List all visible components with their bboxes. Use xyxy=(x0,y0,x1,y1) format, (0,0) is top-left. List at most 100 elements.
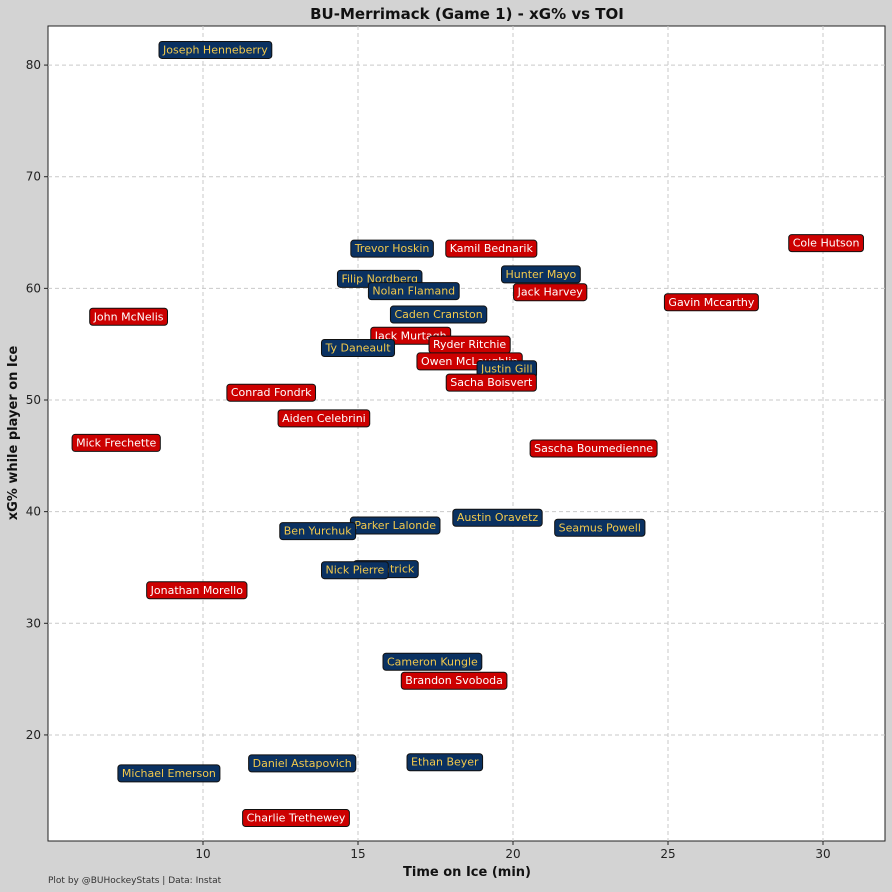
player-point: Ethan Beyer xyxy=(406,753,484,772)
player-label-box xyxy=(663,293,759,312)
player-label: Trevor Hoskin xyxy=(354,242,430,255)
data-points: Joseph Henneberry Cole Hutson Trevor Hoski… xyxy=(71,40,864,828)
player-label-box xyxy=(529,439,658,458)
player-label-box xyxy=(146,581,248,600)
player-label: Justin Gill xyxy=(480,363,532,376)
player-label-box xyxy=(320,339,396,358)
player-label-box xyxy=(158,40,273,59)
x-axis-label: Time on Ice (min) xyxy=(403,865,531,880)
player-label: Ryder Ritchie xyxy=(433,338,506,351)
player-label: Conrad Fondrk xyxy=(231,386,312,399)
player-point: Aiden Celebrini xyxy=(277,409,371,428)
player-label: Ty Daneault xyxy=(324,342,391,355)
player-label: Parker Lalonde xyxy=(354,519,436,532)
x-axis-ticks: 10 15 20 25 30 xyxy=(195,841,831,861)
player-point: Sascha Boumedienne xyxy=(529,439,658,458)
player-label: John McNelis xyxy=(93,310,164,323)
y-axis-ticks: 20 30 40 50 60 70 80 xyxy=(26,58,48,742)
player-point: Daniel Astapovich xyxy=(248,754,357,773)
player-label: Nick Pierre xyxy=(326,564,385,577)
player-point: Trevor Hoskin xyxy=(350,239,434,258)
player-label: Nolan Flamand xyxy=(372,285,455,298)
x-tick-label: 30 xyxy=(815,847,830,861)
player-point: Mick Frechette xyxy=(71,433,161,452)
player-label: Michael Emerson xyxy=(122,767,216,780)
player-point: Austin Oravetz xyxy=(452,508,543,527)
player-label-box xyxy=(400,671,508,690)
player-label: Aiden Celebrini xyxy=(282,412,366,425)
player-label: Jack Murtagh xyxy=(374,329,447,342)
player-label: Joseph Henneberry xyxy=(162,43,268,56)
player-label-box xyxy=(277,409,371,428)
player-point: Seamus Powell xyxy=(554,518,646,537)
player-label-box xyxy=(389,305,488,324)
player-point: Caden Cranston xyxy=(389,305,488,324)
player-label: Seamus Powell xyxy=(559,521,641,534)
x-tick-label: 20 xyxy=(505,847,520,861)
chart-title: BU-Merrimack (Game 1) - xG% vs TOI xyxy=(310,5,624,23)
player-label-box xyxy=(406,753,484,772)
player-label-box xyxy=(501,265,581,284)
player-label-box xyxy=(554,518,646,537)
player-point: Nolan Flamand xyxy=(367,282,460,301)
player-point: Joseph Henneberry xyxy=(158,40,273,59)
y-tick-label: 20 xyxy=(26,728,41,742)
player-label-box xyxy=(788,234,864,253)
player-label-box xyxy=(242,809,350,828)
player-label: Austin Oravetz xyxy=(457,511,539,524)
player-point: Nick Pierre xyxy=(321,561,389,580)
player-label-box xyxy=(117,764,221,783)
y-tick-label: 40 xyxy=(26,505,41,519)
player-point: Justin Gill xyxy=(476,360,538,379)
player-point: Sacha Boisvert xyxy=(445,373,537,392)
x-tick-label: 25 xyxy=(660,847,675,861)
y-tick-label: 70 xyxy=(26,170,41,184)
player-label: Jonathan Morello xyxy=(150,584,244,597)
player-label-box xyxy=(513,283,588,302)
player-label: Cameron Kungle xyxy=(387,655,478,668)
player-label: Jack Harvey xyxy=(517,286,584,299)
player-point: Jonathan Morello xyxy=(146,581,248,600)
player-label-box xyxy=(452,508,543,527)
plot-area xyxy=(47,25,886,842)
player-point: Hunter Mayo xyxy=(501,265,581,284)
player-label: Brandon Svoboda xyxy=(405,674,503,687)
player-label-box xyxy=(279,522,357,541)
player-label: Ethan Beyer xyxy=(411,756,479,769)
player-label-box xyxy=(71,433,161,452)
player-point: Kamil Bednarik xyxy=(445,239,538,258)
y-tick-label: 50 xyxy=(26,393,41,407)
player-label: Caden Cranston xyxy=(394,308,482,321)
player-point: Brandon Svoboda xyxy=(400,671,508,690)
player-label-box xyxy=(367,282,460,301)
player-label-box xyxy=(350,239,434,258)
player-point: John McNelis xyxy=(89,307,168,326)
player-label-box xyxy=(445,373,537,392)
y-axis-label: xG% while player on Ice xyxy=(6,346,21,521)
player-label: Charlie Trethewey xyxy=(247,812,346,825)
player-label-box xyxy=(321,561,389,580)
player-point: Cameron Kungle xyxy=(382,652,483,671)
x-tick-label: 15 xyxy=(350,847,365,861)
player-label: Filip Nordberg xyxy=(341,272,418,285)
player-point: Parker Lalonde xyxy=(349,516,441,535)
player-point: Ben Yurchuk xyxy=(279,522,357,541)
player-label: Hunter Mayo xyxy=(506,268,577,281)
player-point: Charlie Trethewey xyxy=(242,809,350,828)
player-point: Gavin Mccarthy xyxy=(663,293,759,312)
player-point: Jack Harvey xyxy=(513,283,588,302)
x-tick-label: 10 xyxy=(195,847,210,861)
footer-credit: Plot by @BUHockeyStats | Data: Instat xyxy=(48,876,222,886)
player-label: Mick Frechette xyxy=(76,436,156,449)
y-tick-label: 80 xyxy=(26,58,41,72)
player-label-box xyxy=(445,239,538,258)
player-label-box xyxy=(226,383,317,402)
player-point: Michael Emerson xyxy=(117,764,221,783)
player-point: Conrad Fondrk xyxy=(226,383,317,402)
y-tick-label: 60 xyxy=(26,281,41,295)
y-tick-label: 30 xyxy=(26,616,41,630)
player-label: Sascha Boumedienne xyxy=(534,442,653,455)
grid xyxy=(48,26,885,841)
player-point: Ryder Ritchie xyxy=(428,335,511,354)
